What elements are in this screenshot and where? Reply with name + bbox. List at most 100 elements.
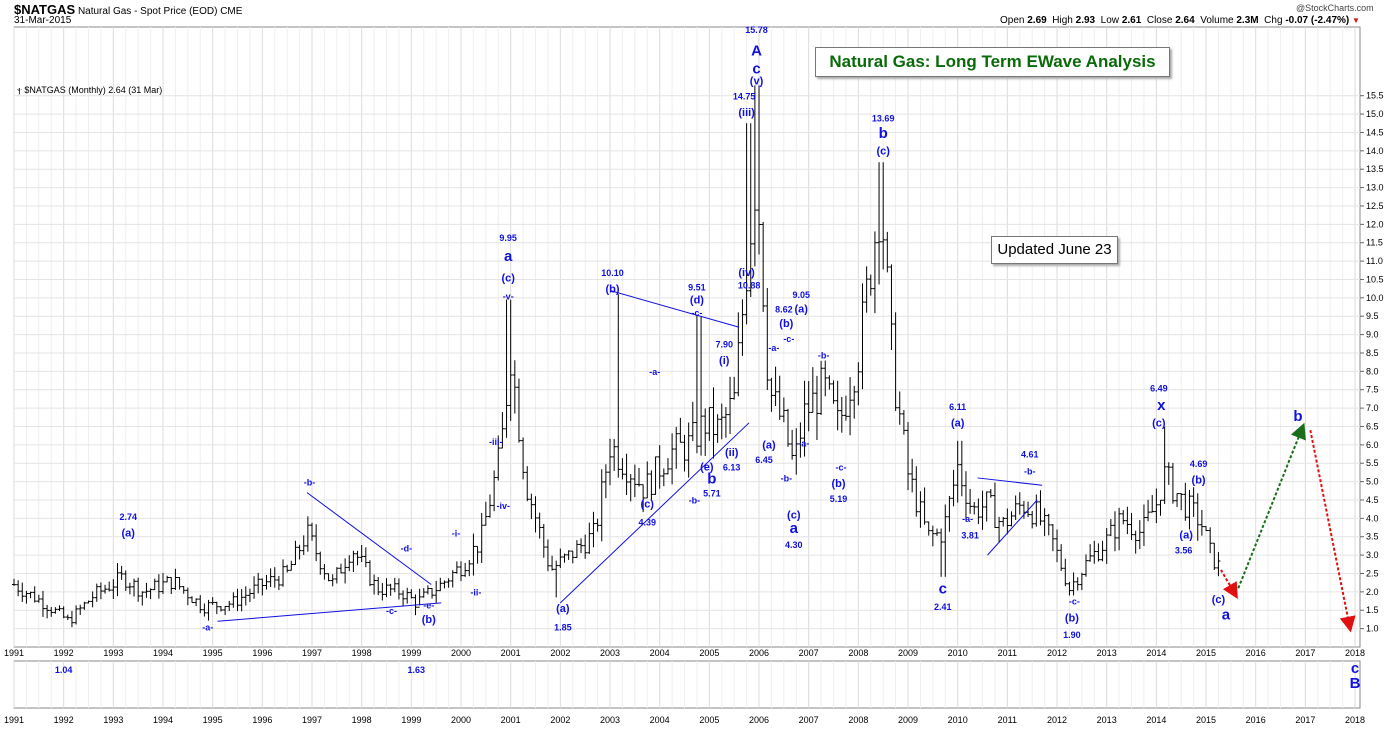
y-tick-label: 2.0 bbox=[1366, 587, 1379, 597]
y-tick-label: 1.0 bbox=[1366, 624, 1379, 634]
trend-line bbox=[306, 492, 432, 585]
x-tick-label-lower: 2000 bbox=[451, 715, 471, 725]
wave-label: (a) bbox=[762, 440, 776, 452]
wave-label: (d) bbox=[690, 294, 704, 306]
y-tick-label: 3.0 bbox=[1366, 550, 1379, 560]
wave-label: b bbox=[1293, 408, 1302, 425]
wave-label: 14.75 bbox=[733, 91, 756, 101]
x-tick-label: 2004 bbox=[650, 648, 670, 658]
y-tick-label: 11.5 bbox=[1366, 238, 1383, 248]
x-tick-label: 2014 bbox=[1146, 648, 1166, 658]
legend-text: $NATGAS (Monthly) 2.64 (31 Mar) bbox=[24, 85, 163, 95]
wave-label: 2.41 bbox=[934, 602, 952, 612]
high-label: High bbox=[1052, 15, 1073, 26]
x-tick-label: 2011 bbox=[998, 648, 1017, 658]
wave-label: x bbox=[1157, 397, 1166, 414]
chart-legend: ⲯ $NATGAS (Monthly) 2.64 (31 Mar) bbox=[17, 85, 162, 96]
wave-label: 9.51 bbox=[688, 282, 706, 292]
x-tick-label-lower: 2005 bbox=[699, 715, 719, 725]
wave-label: (b) bbox=[1065, 612, 1079, 624]
y-tick-label: 9.5 bbox=[1366, 311, 1379, 321]
wave-label: 10.10 bbox=[601, 268, 624, 278]
y-tick-label: 12.0 bbox=[1366, 219, 1384, 229]
x-tick-label: 2018 bbox=[1345, 648, 1365, 658]
wave-label: 7.90 bbox=[715, 339, 733, 349]
wave-label: 5.19 bbox=[830, 494, 848, 504]
x-tick-label-lower: 1998 bbox=[352, 715, 372, 725]
symbol-header: $NATGAS Natural Gas - Spot Price (EOD) C… bbox=[14, 2, 242, 17]
wave-label: 4.39 bbox=[639, 518, 657, 528]
wave-label: 8.62 bbox=[775, 305, 793, 315]
wave-label: -b- bbox=[689, 496, 701, 506]
y-tick-label: 15.0 bbox=[1366, 109, 1384, 119]
wave-label: 6.13 bbox=[723, 463, 741, 473]
x-tick-label: 1997 bbox=[302, 648, 322, 658]
wave-label: (b) bbox=[779, 318, 793, 330]
x-tick-label-lower: 2010 bbox=[948, 715, 968, 725]
x-tick-label-lower: 2012 bbox=[1047, 715, 1067, 725]
wave-label: -iii- bbox=[489, 437, 503, 447]
low-value: 2.61 bbox=[1121, 15, 1142, 26]
down-triangle-icon: ▼ bbox=[1352, 16, 1360, 25]
x-tick-label-lower: 1995 bbox=[203, 715, 223, 725]
wave-label: (c) bbox=[1152, 417, 1166, 429]
wave-label: 5.71 bbox=[703, 488, 721, 498]
wave-label: 6.11 bbox=[949, 402, 966, 412]
x-tick-label: 1999 bbox=[401, 648, 421, 658]
y-tick-label: 15.5 bbox=[1366, 91, 1384, 101]
wave-label: -v- bbox=[503, 292, 514, 302]
x-tick-label: 2013 bbox=[1097, 648, 1117, 658]
x-tick-label: 1998 bbox=[352, 648, 372, 658]
wave-label: (a) bbox=[122, 528, 136, 540]
projection-arrow bbox=[1237, 422, 1306, 589]
wave-label: (ii) bbox=[725, 447, 739, 459]
wave-label: -c- bbox=[691, 308, 702, 318]
y-tick-label: 13.0 bbox=[1366, 183, 1384, 193]
trend-line bbox=[560, 422, 750, 604]
wave-label: 6.49 bbox=[1150, 384, 1168, 394]
wave-label: 4.61 bbox=[1021, 450, 1039, 460]
y-tick-label: 13.5 bbox=[1366, 164, 1384, 174]
wave-label: 9.05 bbox=[792, 290, 810, 300]
x-tick-label: 2002 bbox=[550, 648, 570, 658]
wave-label: (a) bbox=[795, 304, 809, 316]
y-tick-label: 10.0 bbox=[1366, 293, 1384, 303]
wave-label: -a- bbox=[962, 514, 973, 524]
x-tick-label-lower: 1993 bbox=[103, 715, 123, 725]
close-value: 2.64 bbox=[1175, 15, 1195, 26]
chg-label: Chg bbox=[1264, 15, 1283, 26]
y-tick-label: 9.0 bbox=[1366, 330, 1379, 340]
y-tick-label: 7.0 bbox=[1366, 403, 1379, 413]
y-tick-label: 3.5 bbox=[1366, 532, 1379, 542]
wave-label: 2.74 bbox=[119, 512, 137, 522]
x-tick-label: 2010 bbox=[948, 648, 968, 658]
watermark: @StockCharts.com bbox=[1296, 3, 1374, 13]
lower-wave-label: B bbox=[1350, 675, 1361, 692]
chart-date: 31-Mar-2015 bbox=[14, 15, 72, 26]
wave-label: 9.95 bbox=[499, 233, 517, 243]
trend-line bbox=[977, 477, 1043, 486]
y-tick-label: 2.5 bbox=[1366, 568, 1379, 578]
x-tick-label-lower: 2016 bbox=[1246, 715, 1266, 725]
wave-label: 1.90 bbox=[1063, 630, 1081, 640]
open-label: Open bbox=[1000, 15, 1025, 26]
wave-label: -a- bbox=[649, 367, 660, 377]
wave-label: (iv) bbox=[738, 267, 755, 279]
wave-label: (b) bbox=[605, 283, 619, 295]
close-label: Close bbox=[1146, 15, 1173, 26]
x-tick-label: 2017 bbox=[1295, 648, 1315, 658]
high-value: 2.93 bbox=[1075, 15, 1096, 26]
lower-wave-label: c bbox=[1351, 660, 1359, 677]
wave-label: a bbox=[504, 248, 513, 265]
wave-label: (c) bbox=[1212, 594, 1226, 606]
wave-label: (e) bbox=[700, 462, 714, 474]
y-tick-label: 14.5 bbox=[1366, 127, 1384, 137]
wave-label: b bbox=[707, 470, 716, 487]
x-tick-label-lower: 2014 bbox=[1146, 715, 1166, 725]
x-tick-label: 2003 bbox=[600, 648, 620, 658]
wave-label: (c) bbox=[501, 272, 515, 284]
y-tick-label: 11.0 bbox=[1366, 256, 1383, 266]
wave-label: (b) bbox=[1192, 474, 1206, 486]
low-label: Low bbox=[1100, 15, 1120, 26]
